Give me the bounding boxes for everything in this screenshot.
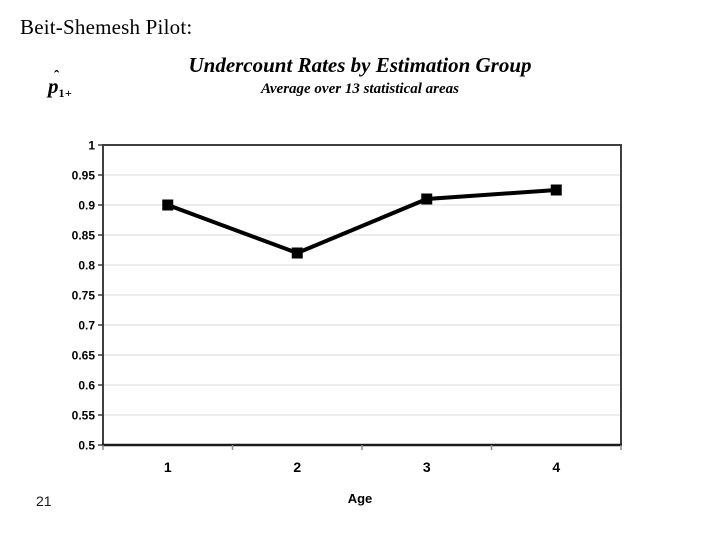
y-tick-label: 1 <box>88 139 95 153</box>
y-axis-symbol-subscript: 1+ <box>58 86 73 100</box>
y-tick-label: 0.65 <box>72 349 96 363</box>
y-tick-label: 0.8 <box>78 259 95 273</box>
y-tick-label: 0.6 <box>78 379 95 393</box>
y-tick-label: 0.5 <box>78 439 95 453</box>
x-tick-label: 1 <box>164 459 172 475</box>
series-line <box>167 188 557 256</box>
y-axis-symbol-base: p <box>48 74 59 98</box>
y-tick-label: 0.95 <box>72 169 96 183</box>
y-tick-label: 0.7 <box>78 319 95 333</box>
x-axis-title: Age <box>347 491 373 506</box>
data-point-marker <box>421 193 433 205</box>
data-point-marker <box>550 184 562 196</box>
y-axis-symbol: ˆ p1+ <box>48 68 73 104</box>
slide-header: Beit-Shemesh Pilot: <box>20 15 193 39</box>
data-point-marker <box>291 247 303 259</box>
data-point-marker <box>162 199 174 211</box>
y-tick-label: 0.55 <box>72 409 96 423</box>
x-tick-label: 4 <box>552 459 560 475</box>
x-tick-label: 3 <box>423 459 431 475</box>
hat-accent: ˆ <box>54 68 60 85</box>
chart-title: Undercount Rates by Estimation Group <box>188 53 532 77</box>
x-tick-label: 2 <box>293 459 301 475</box>
chart-subtitle: Average over 13 statistical areas <box>260 81 460 97</box>
page-number: 21 <box>36 493 52 509</box>
y-tick-label: 0.9 <box>78 199 95 213</box>
y-tick-label: 0.75 <box>72 289 96 303</box>
y-tick-label: 0.85 <box>72 229 96 243</box>
